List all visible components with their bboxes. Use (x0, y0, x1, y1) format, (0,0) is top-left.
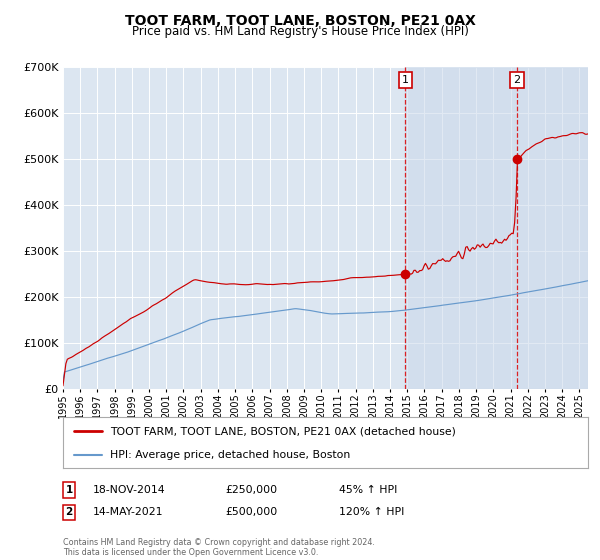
Text: 14-MAY-2021: 14-MAY-2021 (93, 507, 163, 517)
Text: 2: 2 (65, 507, 73, 517)
Text: 1: 1 (401, 75, 409, 85)
Text: £250,000: £250,000 (225, 485, 277, 495)
Text: Contains HM Land Registry data © Crown copyright and database right 2024.
This d: Contains HM Land Registry data © Crown c… (63, 538, 375, 557)
Text: £500,000: £500,000 (225, 507, 277, 517)
Text: Price paid vs. HM Land Registry's House Price Index (HPI): Price paid vs. HM Land Registry's House … (131, 25, 469, 38)
Text: HPI: Average price, detached house, Boston: HPI: Average price, detached house, Bost… (110, 450, 350, 460)
Text: TOOT FARM, TOOT LANE, BOSTON, PE21 0AX: TOOT FARM, TOOT LANE, BOSTON, PE21 0AX (125, 14, 475, 28)
Text: TOOT FARM, TOOT LANE, BOSTON, PE21 0AX (detached house): TOOT FARM, TOOT LANE, BOSTON, PE21 0AX (… (110, 426, 456, 436)
Text: 45% ↑ HPI: 45% ↑ HPI (339, 485, 397, 495)
Bar (405, 67, 588, 389)
Text: 18-NOV-2014: 18-NOV-2014 (93, 485, 166, 495)
Text: 2: 2 (514, 75, 520, 85)
Text: 120% ↑ HPI: 120% ↑ HPI (339, 507, 404, 517)
Text: 1: 1 (65, 485, 73, 495)
